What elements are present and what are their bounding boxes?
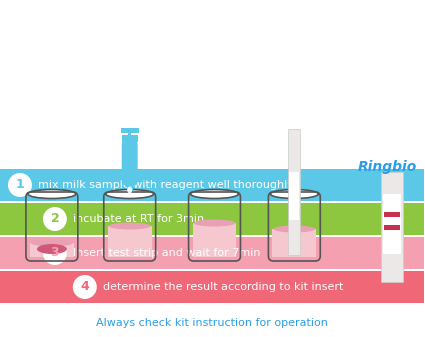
- Bar: [381, 172, 403, 282]
- FancyBboxPatch shape: [269, 192, 320, 261]
- Bar: [0, 203, 424, 235]
- Ellipse shape: [28, 189, 76, 198]
- Bar: [121, 128, 139, 133]
- Circle shape: [8, 173, 32, 197]
- Bar: [289, 172, 299, 220]
- Text: mix milk sample with reagent well thoroughly: mix milk sample with reagent well thorou…: [38, 180, 294, 190]
- Bar: [272, 229, 316, 257]
- FancyBboxPatch shape: [26, 192, 78, 261]
- Text: Always check kit instruction for operation: Always check kit instruction for operati…: [96, 318, 328, 328]
- Bar: [30, 243, 74, 257]
- Ellipse shape: [31, 240, 73, 246]
- Text: 2: 2: [51, 213, 59, 225]
- Circle shape: [73, 275, 97, 299]
- Ellipse shape: [37, 244, 67, 254]
- Ellipse shape: [273, 225, 315, 233]
- Bar: [128, 130, 131, 144]
- Text: 1: 1: [16, 179, 24, 191]
- Ellipse shape: [190, 189, 238, 198]
- Ellipse shape: [270, 189, 318, 198]
- Text: 4: 4: [80, 280, 89, 294]
- Bar: [127, 183, 133, 191]
- Bar: [384, 225, 400, 230]
- Bar: [122, 135, 138, 142]
- Bar: [193, 223, 236, 257]
- Circle shape: [43, 207, 67, 231]
- Bar: [288, 129, 300, 255]
- Text: 3: 3: [51, 246, 59, 259]
- FancyBboxPatch shape: [122, 141, 138, 185]
- Bar: [0, 237, 424, 269]
- FancyBboxPatch shape: [189, 192, 241, 261]
- Text: incubate at RT for 3min: incubate at RT for 3min: [73, 214, 204, 224]
- Ellipse shape: [109, 222, 150, 229]
- Bar: [0, 169, 424, 201]
- Text: Ringbio: Ringbio: [357, 160, 417, 174]
- Ellipse shape: [193, 219, 235, 226]
- Text: Insert test strip and wait for 7min: Insert test strip and wait for 7min: [73, 248, 261, 258]
- Bar: [0, 271, 424, 303]
- FancyBboxPatch shape: [104, 192, 156, 261]
- Text: determine the result according to kit insert: determine the result according to kit in…: [103, 282, 343, 292]
- Bar: [384, 212, 400, 217]
- Ellipse shape: [127, 186, 132, 193]
- Circle shape: [43, 241, 67, 265]
- Bar: [108, 226, 152, 257]
- Ellipse shape: [106, 189, 154, 198]
- Bar: [383, 194, 401, 254]
